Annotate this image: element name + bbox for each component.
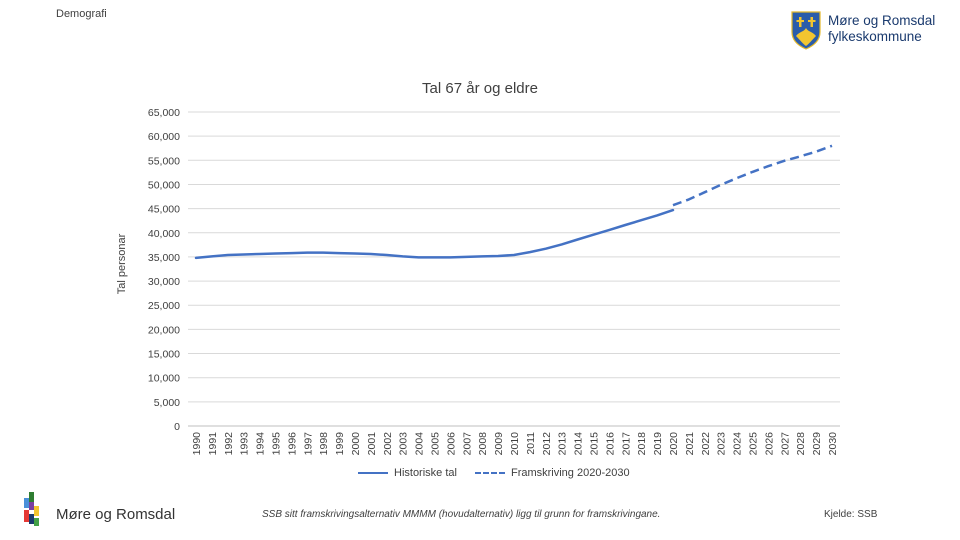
y-tick-label: 55,000 (148, 155, 180, 167)
x-tick-label: 1992 (223, 432, 235, 456)
org-name: Møre og Romsdal fylkeskommune (828, 13, 935, 45)
x-tick-label: 2011 (525, 432, 537, 455)
x-tick-label: 2018 (636, 432, 648, 456)
legend-swatch-solid (358, 472, 388, 474)
x-tick-label: 1998 (318, 432, 330, 456)
x-tick-label: 1999 (334, 432, 346, 456)
x-tick-label: 2030 (827, 432, 839, 456)
org-name-line2: fylkeskommune (828, 29, 922, 44)
x-tick-label: 2005 (429, 432, 441, 456)
legend-item-historical: Historiske tal (358, 467, 457, 479)
x-tick-label: 2017 (620, 432, 632, 456)
y-tick-label: 20,000 (148, 324, 180, 336)
x-tick-label: 2013 (557, 432, 569, 456)
x-tick-label: 1995 (270, 432, 282, 456)
x-tick-label: 2002 (382, 432, 394, 456)
source-label: Kjelde: SSB (824, 509, 878, 520)
y-tick-label: 30,000 (148, 276, 180, 288)
x-tick-label: 2008 (477, 432, 489, 456)
legend-label-historical: Historiske tal (394, 467, 457, 479)
x-tick-label: 2000 (350, 432, 362, 456)
x-tick-label: 2009 (493, 432, 505, 456)
footer-logo: Møre og Romsdal (18, 492, 178, 528)
y-tick-label: 45,000 (148, 204, 180, 216)
x-tick-label: 1996 (286, 432, 298, 456)
x-tick-label: 2019 (652, 432, 664, 456)
brand-mark-icon (24, 492, 39, 526)
x-tick-label: 2029 (811, 432, 823, 456)
x-tick-label: 1997 (302, 432, 314, 456)
x-tick-label: 2026 (763, 432, 775, 456)
y-tick-label: 35,000 (148, 252, 180, 264)
y-tick-label: 40,000 (148, 228, 180, 240)
chart: Tal 67 år og eldre Tal personar 0 5,000 10… (116, 80, 840, 480)
footnote: SSB sitt framskrivingsalternativ MMMM (h… (262, 509, 661, 520)
x-tick-label: 2028 (795, 432, 807, 456)
y-tick-label: 65,000 (148, 107, 180, 119)
legend-label-projection: Framskriving 2020-2030 (510, 467, 630, 479)
y-tick-label: 50,000 (148, 179, 180, 191)
legend: Historiske tal Framskriving 2020-2030 (358, 466, 648, 480)
x-tick-label: 2010 (509, 432, 521, 456)
y-tick-label: 60,000 (148, 131, 180, 143)
y-tick-label: 15,000 (148, 349, 180, 361)
x-tick-label: 2015 (589, 432, 601, 456)
x-tick-label: 2027 (779, 432, 791, 456)
x-tick-label: 2023 (716, 432, 728, 456)
section-label: Demografi (56, 8, 107, 20)
x-tick-label: 2025 (748, 432, 760, 456)
footer-org-name: Møre og Romsdal (56, 506, 176, 523)
y-tick-label: 25,000 (148, 300, 180, 312)
x-tick-label: 2004 (414, 432, 426, 456)
x-tick-label: 2016 (604, 432, 616, 456)
x-tick-label: 1990 (191, 432, 203, 456)
y-tick-label: 5,000 (154, 397, 180, 409)
x-tick-label: 1993 (239, 432, 251, 456)
org-name-line1: Møre og Romsdal (828, 13, 936, 28)
org-logo: Møre og Romsdal fylkeskommune (790, 10, 940, 52)
x-tick-label: 1994 (255, 432, 267, 456)
legend-swatch-dashed (474, 472, 505, 474)
x-tick-label: 2020 (668, 432, 680, 456)
x-tick-label: 2022 (700, 432, 712, 456)
chart-title: Tal 67 år og eldre (422, 80, 538, 97)
x-tick-label: 2021 (684, 432, 696, 456)
x-tick-label: 2012 (541, 432, 553, 456)
coat-of-arms-icon (791, 11, 821, 50)
x-tick-label: 2007 (461, 432, 473, 456)
legend-item-projection: Framskriving 2020-2030 (474, 467, 630, 479)
series-line-projection (672, 144, 833, 207)
y-tick-label: 10,000 (148, 373, 180, 385)
series-line-historical (194, 208, 675, 260)
x-tick-label: 1991 (207, 432, 219, 456)
x-tick-label: 2001 (366, 432, 378, 456)
x-tick-label: 2024 (732, 432, 744, 456)
chart-plot: 0 5,000 10,000 15,000 20,000 25,000 30,000 35,0… (148, 107, 840, 456)
x-tick-label: 2014 (573, 432, 585, 456)
y-tick-label: 0 (174, 421, 180, 433)
x-tick-label: 2003 (398, 432, 410, 456)
x-tick-label: 2006 (445, 432, 457, 456)
